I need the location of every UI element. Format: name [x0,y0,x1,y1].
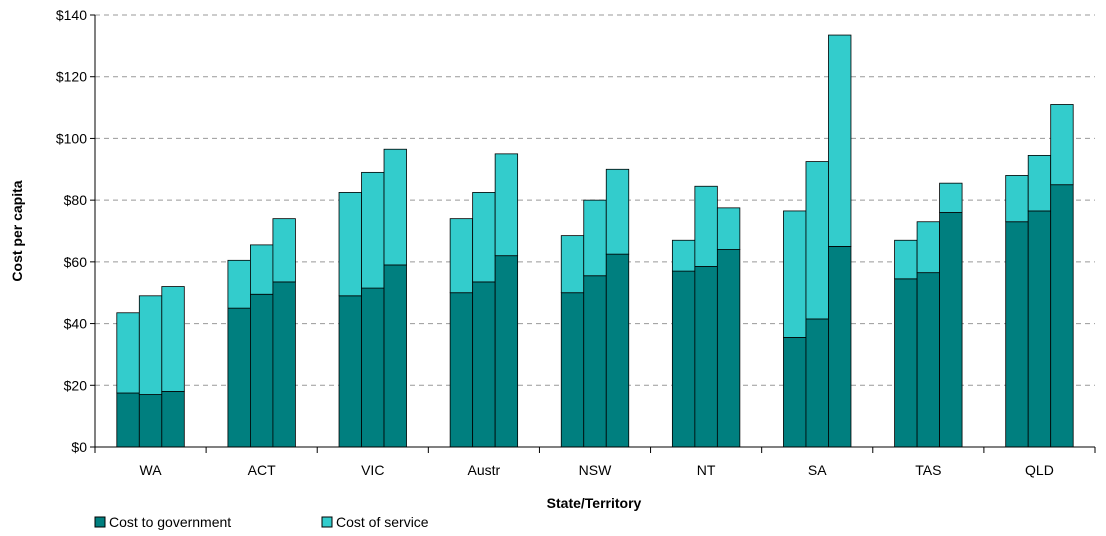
bar-tas-1-cost-to-government [894,278,918,448]
x-tick-label: QLD [1025,462,1054,478]
bar-tas-2-cost-to-government [916,272,940,448]
x-tick-label: NSW [579,462,612,478]
x-tick-label: TAS [915,462,941,478]
bar-austr-1-cost-to-government [449,292,474,448]
bars [116,34,1074,448]
x-axis-title: State/Territory [547,495,642,511]
bar-wa-1-cost-to-government [116,392,140,448]
bar-vic-2-cost-to-government [361,287,385,448]
bar-qld-1-cost-of-service [1005,175,1029,223]
y-tick-label: $80 [64,192,88,208]
bar-wa-3-cost-to-government [161,391,185,448]
bar-austr-3-cost-to-government [494,255,519,448]
y-axis-title: Cost per capita [9,180,25,281]
bar-sa-1-cost-to-government [783,337,807,448]
bar-sa-3-cost-of-service [828,34,852,247]
bar-nt-1-cost-of-service [671,239,696,272]
bar-sa-1-cost-of-service [783,210,807,338]
bar-wa-2-cost-to-government [138,394,163,448]
y-tick-label: $0 [71,439,87,455]
bar-nt-3-cost-to-government [716,249,741,448]
bar-nt-2-cost-of-service [694,185,718,267]
x-tick-label: NT [697,462,716,478]
bar-wa-3-cost-of-service [161,286,185,392]
bar-nsw-2-cost-to-government [583,275,607,448]
bar-nt-2-cost-to-government [694,266,718,448]
bar-act-1-cost-to-government [227,307,251,448]
y-tick-label: $40 [64,316,88,332]
y-tick-label: $60 [64,254,88,270]
bar-wa-2-cost-of-service [138,295,163,395]
x-tick-label: WA [140,462,163,478]
bar-tas-3-cost-of-service [939,182,963,213]
bar-qld-1-cost-to-government [1005,221,1029,448]
bar-wa-1-cost-of-service [116,312,140,394]
bar-nsw-3-cost-of-service [605,168,630,255]
legend-label-cost-to-government: Cost to government [109,514,231,530]
y-tick-label: $140 [56,7,87,23]
bar-act-3-cost-to-government [272,281,296,448]
bar-tas-2-cost-of-service [916,221,940,274]
bar-austr-2-cost-of-service [472,192,496,283]
x-tick-label: VIC [361,462,384,478]
bar-nsw-1-cost-to-government [560,292,585,448]
bar-act-3-cost-of-service [272,218,296,283]
bar-nsw-1-cost-of-service [560,235,585,294]
tick-labels: $0 $20 $40 $60 $80 $100 $120 $140 WA ACT VIC Austr N… [56,7,1054,478]
x-tick-label: Austr [468,462,501,478]
bar-sa-2-cost-of-service [805,161,829,320]
bar-austr-2-cost-to-government [472,281,496,448]
y-tick-label: $100 [56,130,87,146]
bar-qld-3-cost-to-government [1050,184,1074,448]
bar-austr-1-cost-of-service [449,218,474,294]
bar-vic-1-cost-of-service [338,192,362,297]
bar-sa-2-cost-to-government [805,318,829,448]
legend: Cost to government Cost of service [94,514,429,530]
bar-nt-3-cost-of-service [716,207,741,250]
bar-vic-2-cost-of-service [361,171,385,289]
bar-austr-3-cost-of-service [494,153,519,257]
bar-qld-2-cost-of-service [1027,154,1052,212]
bar-vic-1-cost-to-government [338,295,362,448]
x-tick-label: ACT [248,462,276,478]
bar-nsw-3-cost-to-government [605,253,630,448]
axes [90,14,1096,453]
bar-vic-3-cost-to-government [383,264,407,448]
legend-swatch-cost-to-government [94,516,106,528]
bar-nt-1-cost-to-government [671,270,696,448]
bar-act-2-cost-to-government [250,293,274,448]
legend-label-cost-of-service: Cost of service [336,514,429,530]
bar-tas-3-cost-to-government [939,212,963,448]
legend-swatch-cost-of-service [321,516,333,528]
bar-vic-3-cost-of-service [383,148,407,266]
bar-qld-3-cost-of-service [1050,104,1074,186]
x-tick-label: SA [808,462,827,478]
y-tick-label: $20 [64,377,88,393]
bar-act-1-cost-of-service [227,259,251,309]
bar-tas-1-cost-of-service [894,239,918,280]
bar-nsw-2-cost-of-service [583,199,607,277]
bar-qld-2-cost-to-government [1027,210,1052,448]
y-tick-label: $120 [56,69,87,85]
bar-sa-3-cost-to-government [828,246,852,448]
bar-act-2-cost-of-service [250,244,274,295]
